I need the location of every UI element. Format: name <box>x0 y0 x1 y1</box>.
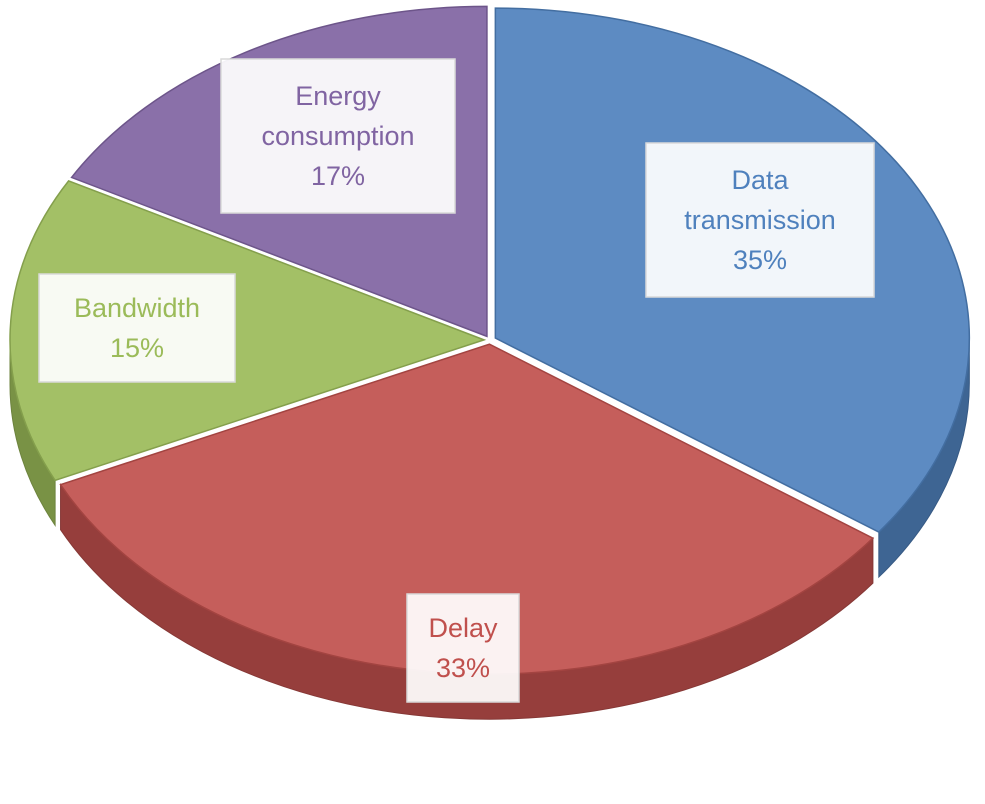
data-label-category: transmission <box>684 205 836 235</box>
data-label-percent: 33% <box>436 653 490 683</box>
data-label-box <box>645 142 875 298</box>
data-label-percent: 15% <box>110 333 164 363</box>
data-label-data-transmission: Data transmission 35% <box>645 142 875 298</box>
data-label-energy-consumption: Energy consumption 17% <box>220 58 456 214</box>
data-label-delay: Delay 33% <box>406 593 520 703</box>
data-label-category: Bandwidth <box>74 293 200 323</box>
pie-data-labels: Data transmission 35% Delay 33% Bandwidth 15% E… <box>38 58 875 703</box>
data-label-category: Data <box>731 165 789 195</box>
data-label-percent: 35% <box>733 245 787 275</box>
data-label-category: Energy <box>295 81 381 111</box>
data-label-box <box>220 58 456 214</box>
data-label-box <box>406 593 520 703</box>
data-label-bandwidth: Bandwidth 15% <box>38 273 236 383</box>
data-label-category: consumption <box>261 121 414 151</box>
pie-slice-bandwidth <box>9 179 487 482</box>
data-label-box <box>38 273 236 383</box>
data-label-category: Delay <box>428 613 498 643</box>
data-label-percent: 17% <box>311 161 365 191</box>
